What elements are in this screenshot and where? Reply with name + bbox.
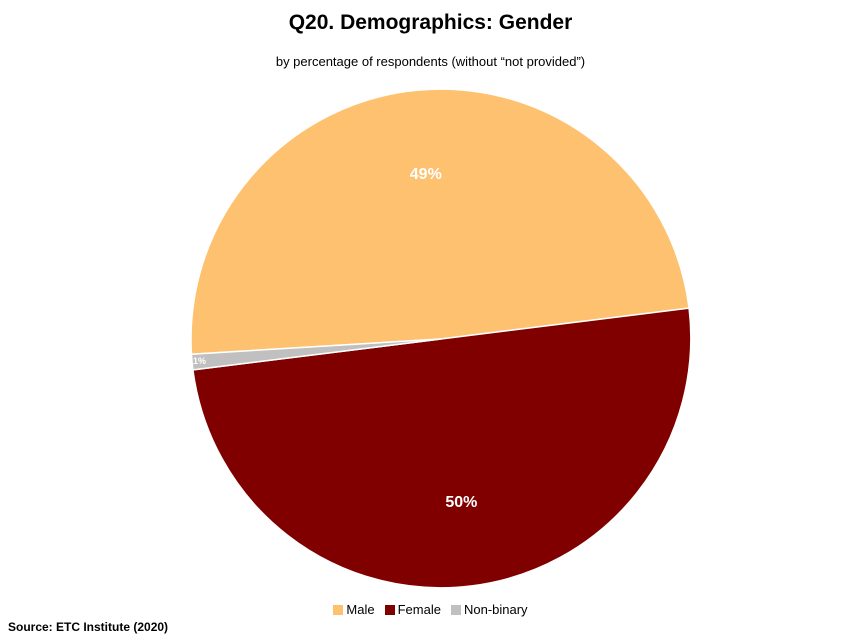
legend-swatch-female xyxy=(384,605,395,615)
chart-subtitle: by percentage of respondents (without “n… xyxy=(275,54,586,69)
pie-slice-male xyxy=(190,88,690,356)
data-label-non-binary: 1% xyxy=(193,356,206,366)
legend-item-male: Male xyxy=(333,602,375,618)
chart-title: Q20. Demographics: Gender xyxy=(288,11,573,34)
data-label-male: 49% xyxy=(410,166,442,183)
legend-label-male: Male xyxy=(346,602,375,617)
pie-slice-female xyxy=(192,307,692,589)
legend-label-female: Female xyxy=(397,602,441,617)
chart-legend: Male Female Non-binary xyxy=(0,602,861,618)
pie-slice-non-binary xyxy=(190,338,442,371)
data-label-female: 50% xyxy=(445,494,477,511)
legend-swatch-male xyxy=(333,605,344,615)
legend-label-non-binary: Non-binary xyxy=(463,602,528,617)
legend-item-non-binary: Non-binary xyxy=(450,602,528,618)
legend-item-female: Female xyxy=(384,602,441,618)
source-note: Source: ETC Institute (2020) xyxy=(8,620,169,634)
legend-swatch-non-binary xyxy=(450,605,461,615)
